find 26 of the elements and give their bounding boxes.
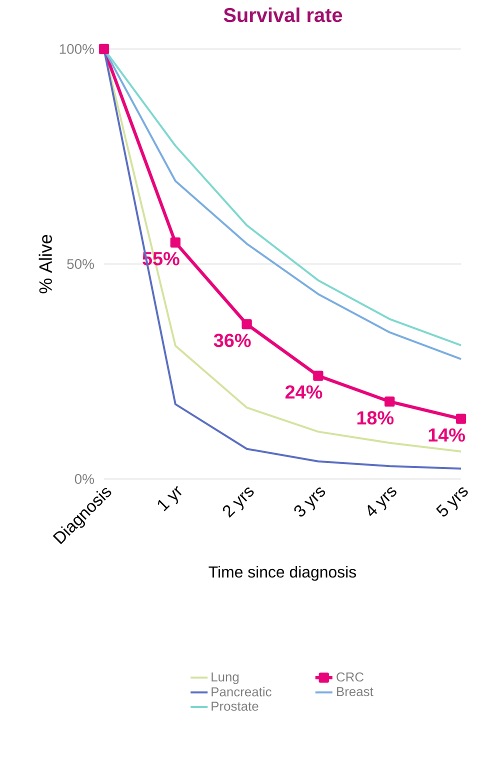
x-tick-label: 3 yrs (294, 488, 326, 517)
y-axis-title: % Alive (38, 234, 52, 294)
x-tick-label: 2 yrs (222, 488, 254, 518)
point (313, 370, 324, 381)
legend-label: Breast (337, 687, 374, 696)
data-label: 24% (285, 385, 322, 399)
chart-title: Survival rate (224, 8, 342, 22)
point (384, 396, 395, 407)
legend-label: Pancreatic (212, 686, 272, 696)
y-tick-label: 50% (67, 259, 94, 269)
data-label: 18% (357, 411, 394, 425)
x-axis-title: Time since diagnosis (208, 566, 356, 581)
point (98, 44, 110, 54)
data-label: 36% (214, 334, 251, 348)
legend-label: CRC (336, 672, 364, 682)
x-tick-label: 5 yrs (436, 487, 468, 516)
x-tick-label: 4 yrs (368, 487, 396, 516)
point (456, 414, 466, 424)
y-tick-label: 100% (60, 44, 94, 54)
point (242, 319, 252, 330)
data-label: 14% (428, 428, 465, 442)
x-tick-label: 1 yr (158, 486, 182, 512)
legend-label: Lung (212, 672, 239, 684)
point (170, 237, 180, 248)
legend-label: Prostate (212, 702, 258, 711)
y-tick-label: 0% (74, 474, 94, 484)
